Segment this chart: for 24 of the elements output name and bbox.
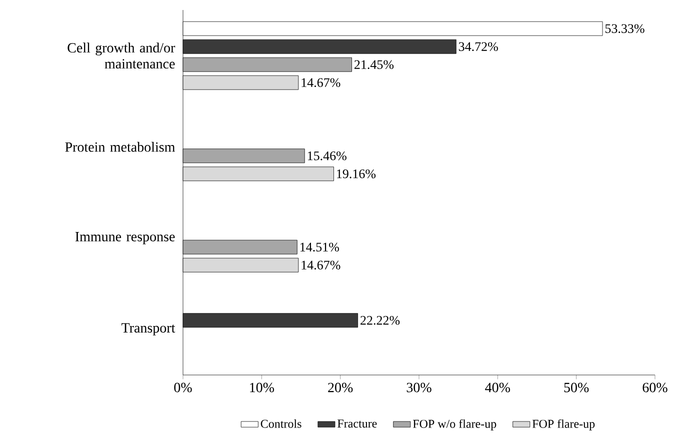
- x-tick-label: 40%: [485, 382, 510, 392]
- y-tick-label: Cell growth and/or maintenance: [68, 42, 176, 69]
- data-label: 34.72%: [458, 42, 498, 52]
- data-label: 22.22%: [360, 316, 400, 325]
- legend-label: FOP w/o flare-up: [412, 419, 496, 430]
- x-tick-label: 60%: [642, 382, 668, 392]
- x-tick-label: 50%: [564, 382, 589, 392]
- x-tick-label: 0%: [174, 382, 192, 392]
- data-label: 14.51%: [300, 242, 339, 252]
- data-label: 14.67%: [302, 260, 340, 270]
- y-tick-label: Immune response: [75, 232, 175, 244]
- data-label: 14.67%: [302, 78, 340, 88]
- x-tick-label: 30%: [406, 382, 432, 392]
- y-tick-label: Transport: [122, 323, 176, 336]
- data-label: 21.45%: [354, 60, 394, 70]
- legend-label: Fracture: [338, 420, 377, 428]
- y-tick-label: Protein metabolism: [65, 142, 176, 152]
- x-tick-label: 20%: [328, 382, 353, 392]
- legend-label: Controls: [260, 419, 302, 428]
- data-label: 53.33%: [605, 24, 644, 34]
- data-label: 19.16%: [337, 169, 376, 178]
- legend-label: FOP flare-up: [532, 419, 595, 430]
- data-label: 15.46%: [308, 151, 346, 160]
- x-tick-label: 10%: [250, 382, 274, 392]
